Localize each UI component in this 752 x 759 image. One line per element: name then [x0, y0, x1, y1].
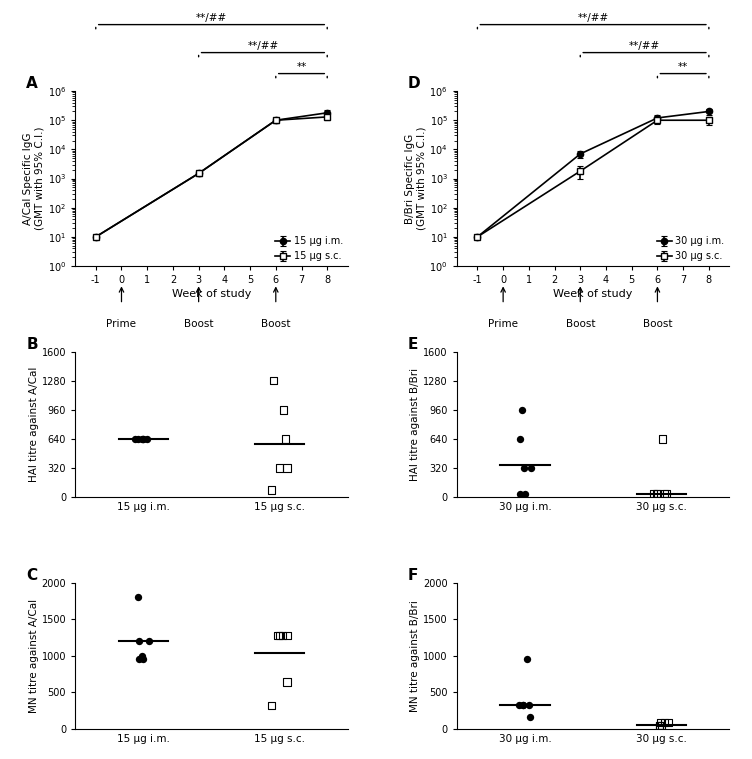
Point [280, 462, 293, 474]
Text: **/##: **/## [578, 13, 609, 23]
Text: F: F [408, 568, 418, 583]
Point [517, 462, 529, 474]
Text: Boost: Boost [643, 319, 672, 329]
Y-axis label: HAI titre against A/Cal: HAI titre against A/Cal [29, 367, 39, 482]
Point [519, 487, 531, 499]
Point [514, 433, 526, 445]
Point [274, 462, 286, 474]
Point [513, 699, 525, 711]
Legend: 30 μg i.m., 30 μg s.c.: 30 μg i.m., 30 μg s.c. [657, 236, 725, 261]
Point [274, 629, 286, 641]
Point [647, 487, 660, 499]
Point [281, 629, 293, 641]
Text: Boost: Boost [566, 319, 595, 329]
Point [136, 433, 148, 445]
Point [281, 676, 293, 688]
Point [280, 433, 292, 445]
Y-axis label: B/Bri Specific IgG
(GMT with 95% C.I.): B/Bri Specific IgG (GMT with 95% C.I.) [405, 127, 426, 230]
Point [654, 716, 666, 729]
Point [656, 720, 668, 732]
Point [137, 433, 149, 445]
Point [653, 720, 666, 732]
Text: D: D [408, 76, 420, 91]
Text: C: C [26, 568, 38, 583]
Point [659, 716, 671, 729]
Point [137, 653, 149, 666]
Point [651, 487, 663, 499]
Y-axis label: MN titre against B/Bri: MN titre against B/Bri [411, 600, 420, 712]
Point [656, 433, 669, 445]
Point [277, 404, 290, 416]
Point [133, 653, 145, 666]
Point [663, 716, 675, 729]
Point [659, 487, 671, 499]
Text: E: E [408, 336, 418, 351]
Point [650, 487, 663, 499]
Text: **/##: **/## [247, 41, 278, 51]
Point [653, 720, 666, 732]
Text: B: B [26, 336, 38, 351]
Point [132, 433, 144, 445]
X-axis label: Week of study: Week of study [171, 289, 251, 299]
Text: Boost: Boost [184, 319, 214, 329]
Point [267, 375, 279, 387]
Point [525, 462, 537, 474]
Text: Boost: Boost [261, 319, 290, 329]
Y-axis label: A/Cal Specific IgG
(GMT with 95% C.I.): A/Cal Specific IgG (GMT with 95% C.I.) [23, 127, 45, 230]
Text: **/##: **/## [196, 13, 227, 23]
Legend: 15 μg i.m., 15 μg s.c.: 15 μg i.m., 15 μg s.c. [275, 236, 343, 261]
Point [137, 433, 149, 445]
Point [265, 484, 277, 496]
Text: **/##: **/## [629, 41, 660, 51]
Text: Prime: Prime [107, 319, 137, 329]
Point [129, 433, 141, 445]
X-axis label: Week of study: Week of study [553, 289, 633, 299]
Point [133, 635, 145, 647]
Point [517, 699, 529, 711]
Point [517, 404, 529, 416]
Text: Prime: Prime [488, 319, 518, 329]
Y-axis label: MN titre against A/Cal: MN titre against A/Cal [29, 599, 39, 713]
Point [265, 699, 277, 711]
Point [272, 629, 284, 641]
Point [144, 635, 156, 647]
Point [136, 650, 148, 662]
Point [521, 653, 533, 666]
Point [141, 433, 153, 445]
Point [517, 699, 529, 711]
Text: A: A [26, 76, 38, 91]
Y-axis label: HAI titre against B/Bri: HAI titre against B/Bri [411, 368, 420, 481]
Point [523, 699, 535, 711]
Point [514, 487, 526, 499]
Point [524, 711, 536, 723]
Point [660, 487, 672, 499]
Text: **: ** [296, 61, 307, 72]
Text: **: ** [678, 61, 688, 72]
Point [277, 629, 289, 641]
Point [132, 591, 144, 603]
